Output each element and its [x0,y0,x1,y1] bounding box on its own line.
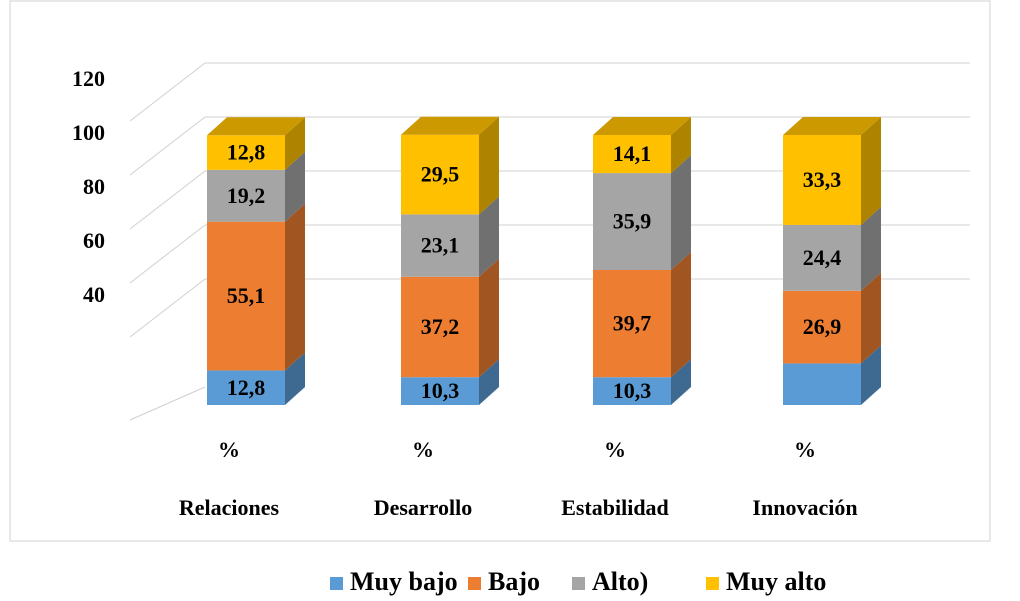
data-label: 29,5 [421,162,460,187]
legend-label: Muy bajo [350,567,458,596]
x-unit-label: % [794,437,816,462]
data-label: 23,1 [421,233,460,258]
legend-label: Muy alto [726,567,826,596]
bar-top [783,117,881,135]
data-label: 10,3 [421,378,460,403]
bar-segment [593,135,671,174]
x-tick-label: Innovación [752,495,857,520]
legend-label: Alto) [592,567,648,596]
bar-side [285,117,305,170]
bar-top [207,117,305,136]
bar-side [479,359,499,405]
x-tick-label: Estabilidad [561,495,669,520]
data-label: 39,7 [613,311,652,336]
bar-side [285,352,305,405]
legend-swatch [572,577,585,590]
data-label: 12,8 [227,375,266,400]
bar-segment [783,224,861,291]
bar-side [479,258,499,378]
grid-line [129,62,206,122]
grid-line [129,278,206,338]
data-label: 10,3 [613,378,652,403]
bar-top [401,116,499,135]
bar-segment [207,221,285,371]
bar-side [861,272,881,364]
y-tick-label: 100 [72,120,105,145]
bar-side [671,359,691,405]
bar-side [285,151,305,222]
bar-segment [207,370,285,405]
data-label: 12,8 [227,140,266,165]
bar-side [479,196,499,277]
grid-line [129,116,206,176]
legend-swatch [330,577,343,590]
y-tick-label: 40 [83,282,105,307]
grid-line [129,170,206,230]
y-tick-label: 120 [72,66,105,91]
bar-side [671,252,691,378]
data-label: 19,2 [227,183,266,208]
x-tick-label: Desarrollo [374,495,473,520]
bar-segment [783,290,861,364]
bar-segment [593,377,671,405]
x-tick-label: Relaciones [179,495,280,520]
bar-side [479,116,499,215]
bar-side [285,203,305,371]
data-label: 55,1 [227,283,266,308]
data-label: 14,1 [613,141,652,166]
bar-side [861,117,881,225]
bar-segment [207,135,285,170]
legend-label: Bajo [488,567,540,596]
legend-swatch [706,577,719,590]
data-label: 35,9 [613,209,652,234]
bar-side [671,155,691,270]
bar-side [671,117,691,174]
data-label: 26,9 [803,314,842,339]
bar-segment [401,377,479,405]
x-unit-label: % [218,437,240,462]
data-label: 37,2 [421,314,460,339]
data-label: 24,4 [803,245,842,270]
x-unit-label: % [412,437,434,462]
bar-segment [783,363,861,405]
bar-segment [401,214,479,277]
bar-segment [207,169,285,222]
bar-side [861,345,881,405]
bar-side [861,206,881,291]
floor-line [129,386,206,421]
grid-line [129,224,206,284]
data-label: 33,3 [803,167,842,192]
x-unit-label: % [604,437,626,462]
bar-segment [401,134,479,215]
bar-top [593,117,691,135]
bar-segment [783,135,861,225]
y-tick-label: 60 [83,228,105,253]
bar-segment [401,276,479,378]
legend-swatch [468,577,481,590]
bar-segment [593,173,671,270]
y-tick-label: 80 [83,174,105,199]
bar-segment [593,270,671,378]
